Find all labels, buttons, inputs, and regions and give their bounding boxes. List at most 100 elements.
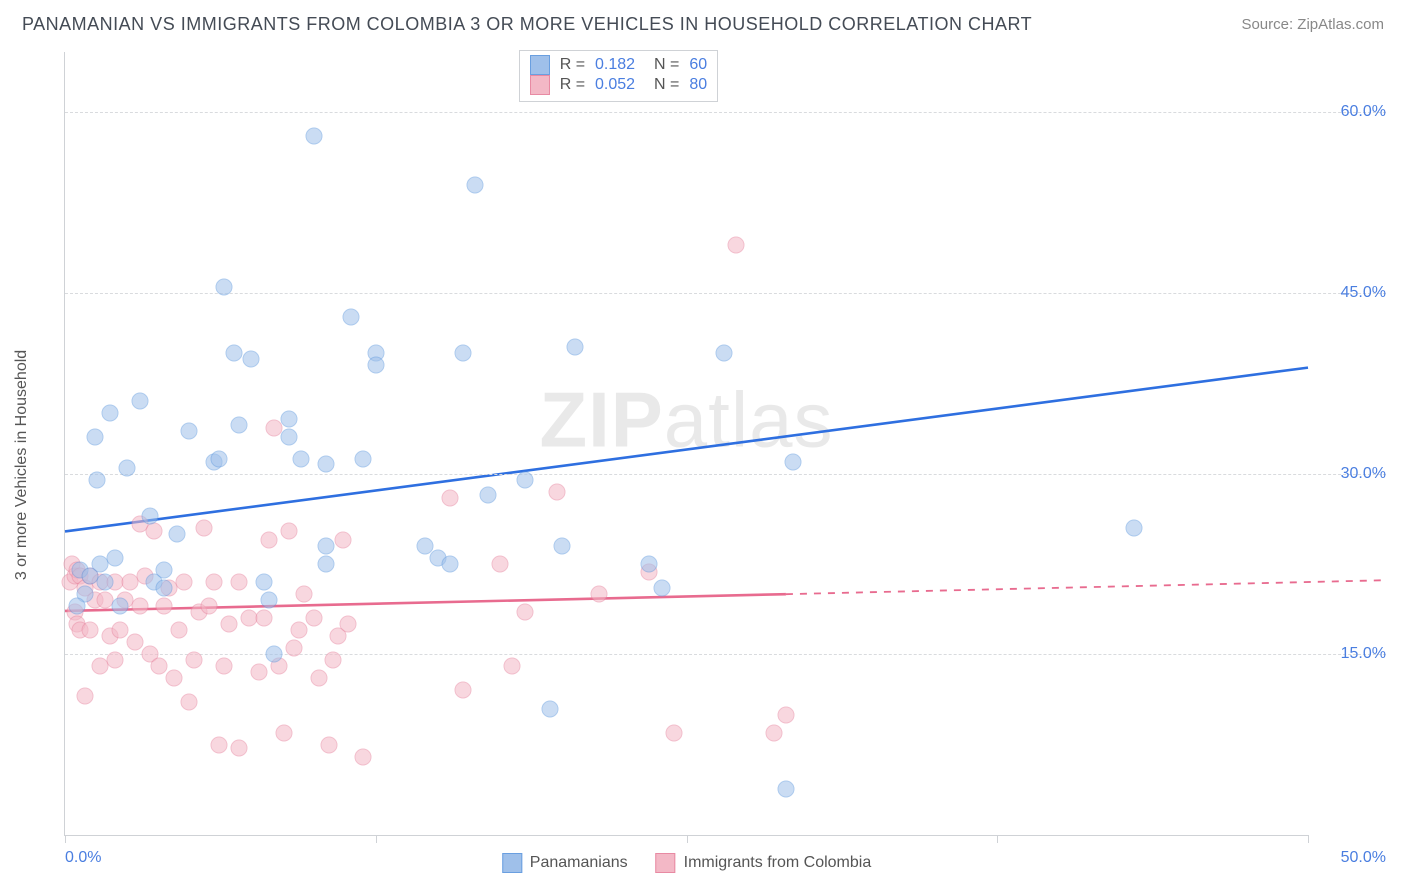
data-point (492, 555, 509, 572)
data-point (250, 664, 267, 681)
data-point (285, 640, 302, 657)
gridline (65, 293, 1386, 294)
gridline (65, 474, 1386, 475)
data-point (156, 580, 173, 597)
x-tick (1308, 835, 1309, 843)
data-point (206, 574, 223, 591)
data-point (280, 429, 297, 446)
data-point (305, 128, 322, 145)
data-point (653, 580, 670, 597)
legend-swatch (656, 853, 676, 873)
trend-line (65, 368, 1308, 532)
data-point (186, 652, 203, 669)
data-point (1125, 519, 1142, 536)
data-point (342, 309, 359, 326)
data-point (280, 411, 297, 428)
trend-line (65, 594, 786, 611)
legend-item: Immigrants from Colombia (656, 853, 872, 873)
x-tick (65, 835, 66, 843)
data-point (318, 537, 335, 554)
chart-area: 3 or more Vehicles in Household ZIPatlas… (36, 46, 1394, 884)
data-point (290, 622, 307, 639)
data-point (765, 724, 782, 741)
data-point (211, 736, 228, 753)
data-point (265, 646, 282, 663)
data-point (641, 555, 658, 572)
data-point (106, 652, 123, 669)
source-label: Source: ZipAtlas.com (1241, 16, 1384, 33)
data-point (275, 724, 292, 741)
data-point (106, 549, 123, 566)
data-point (325, 652, 342, 669)
series-legend: Panamanians Immigrants from Colombia (502, 853, 871, 873)
data-point (355, 451, 372, 468)
y-tick-label: 60.0% (1314, 103, 1386, 121)
data-point (171, 622, 188, 639)
data-point (76, 688, 93, 705)
x-tick (687, 835, 688, 843)
data-point (504, 658, 521, 675)
data-point (216, 278, 233, 295)
legend-swatch (530, 55, 550, 75)
data-point (310, 670, 327, 687)
gridline (65, 654, 1386, 655)
data-point (166, 670, 183, 687)
y-tick-label: 15.0% (1314, 645, 1386, 663)
x-tick-label: 0.0% (65, 849, 101, 867)
data-point (479, 487, 496, 504)
data-point (777, 781, 794, 798)
data-point (260, 531, 277, 548)
legend-label: Immigrants from Colombia (684, 854, 872, 872)
gridline (65, 112, 1386, 113)
data-point (196, 519, 213, 536)
data-point (442, 489, 459, 506)
data-point (141, 507, 158, 524)
data-point (367, 357, 384, 374)
data-point (231, 417, 248, 434)
data-point (549, 483, 566, 500)
data-point (89, 471, 106, 488)
data-point (226, 345, 243, 362)
data-point (454, 682, 471, 699)
data-point (516, 604, 533, 621)
legend-label: Panamanians (530, 854, 628, 872)
data-point (131, 598, 148, 615)
data-point (216, 658, 233, 675)
data-point (541, 700, 558, 717)
data-point (335, 531, 352, 548)
data-point (201, 598, 218, 615)
data-point (715, 345, 732, 362)
correlation-legend: R = 0.182 N = 60 R = 0.052 N = 80 (519, 50, 718, 102)
legend-swatch (530, 75, 550, 95)
data-point (293, 451, 310, 468)
data-point (591, 586, 608, 603)
plot-area: ZIPatlas R = 0.182 N = 60 R = 0.052 N = … (64, 52, 1308, 836)
x-tick (376, 835, 377, 843)
data-point (260, 592, 277, 609)
data-point (181, 694, 198, 711)
data-point (666, 724, 683, 741)
data-point (255, 610, 272, 627)
data-point (168, 525, 185, 542)
data-point (86, 429, 103, 446)
data-point (442, 555, 459, 572)
data-point (101, 405, 118, 422)
data-point (318, 455, 335, 472)
data-point (81, 622, 98, 639)
x-tick (997, 835, 998, 843)
data-point (211, 451, 228, 468)
x-tick-label: 50.0% (1341, 849, 1386, 867)
data-point (295, 586, 312, 603)
data-point (467, 176, 484, 193)
data-point (181, 423, 198, 440)
trend-lines-layer (65, 52, 1386, 835)
data-point (566, 339, 583, 356)
trend-line-dashed (786, 580, 1386, 594)
data-point (156, 598, 173, 615)
legend-row-series-a: R = 0.182 N = 60 (530, 55, 707, 75)
data-point (69, 598, 86, 615)
data-point (231, 740, 248, 757)
data-point (119, 459, 136, 476)
legend-row-series-b: R = 0.052 N = 80 (530, 75, 707, 95)
data-point (111, 598, 128, 615)
